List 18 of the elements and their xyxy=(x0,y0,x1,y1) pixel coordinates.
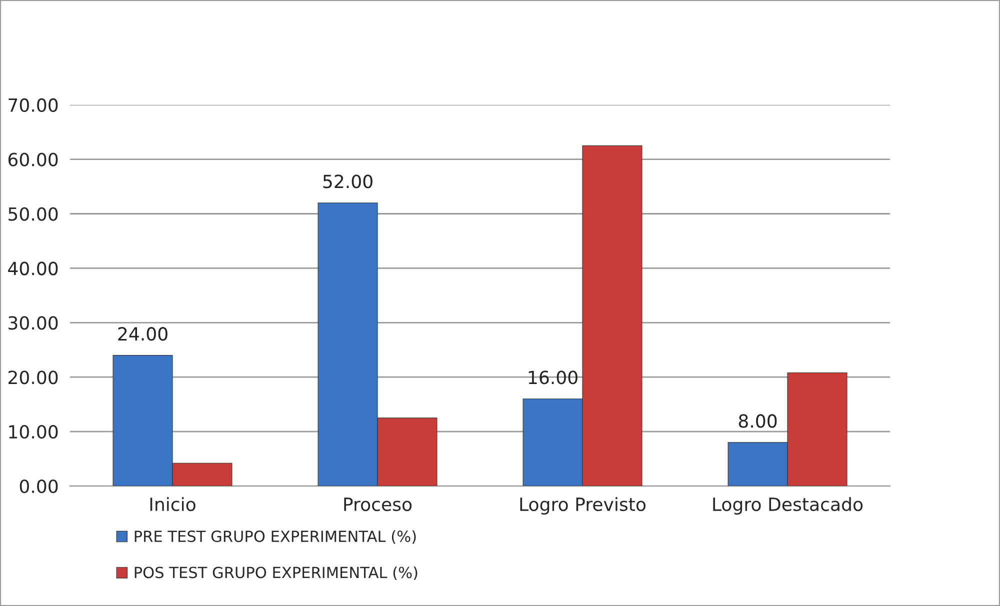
x-tick-label: Logro Previsto xyxy=(520,497,646,515)
data-label: 24.00 xyxy=(118,327,168,341)
data-label: 52.00 xyxy=(323,174,372,188)
y-tick-label: 50.00 xyxy=(8,207,58,221)
x-tick-label: Inicio xyxy=(150,497,196,512)
y-tick-label: 20.00 xyxy=(8,370,58,384)
data-label: 16.00 xyxy=(528,370,578,384)
y-tick-label: 60.00 xyxy=(8,152,58,166)
y-tick-label: 10.00 xyxy=(9,425,58,439)
y-tick-label: 0.00 xyxy=(20,479,58,494)
data-label: 8.00 xyxy=(738,414,777,428)
y-tick-label: 40.00 xyxy=(8,262,58,276)
x-tick-label: Proceso xyxy=(344,498,412,512)
y-tick-label: 70.00 xyxy=(8,98,58,112)
legend-label: POS TEST GRUPO EXPERIMENTAL (%) xyxy=(134,566,418,580)
legend-label: PRE TEST GRUPO EXPERIMENTAL (%) xyxy=(134,530,416,544)
y-tick-label: 30.00 xyxy=(8,316,58,330)
x-tick-label: Logro Destacado xyxy=(713,497,863,515)
